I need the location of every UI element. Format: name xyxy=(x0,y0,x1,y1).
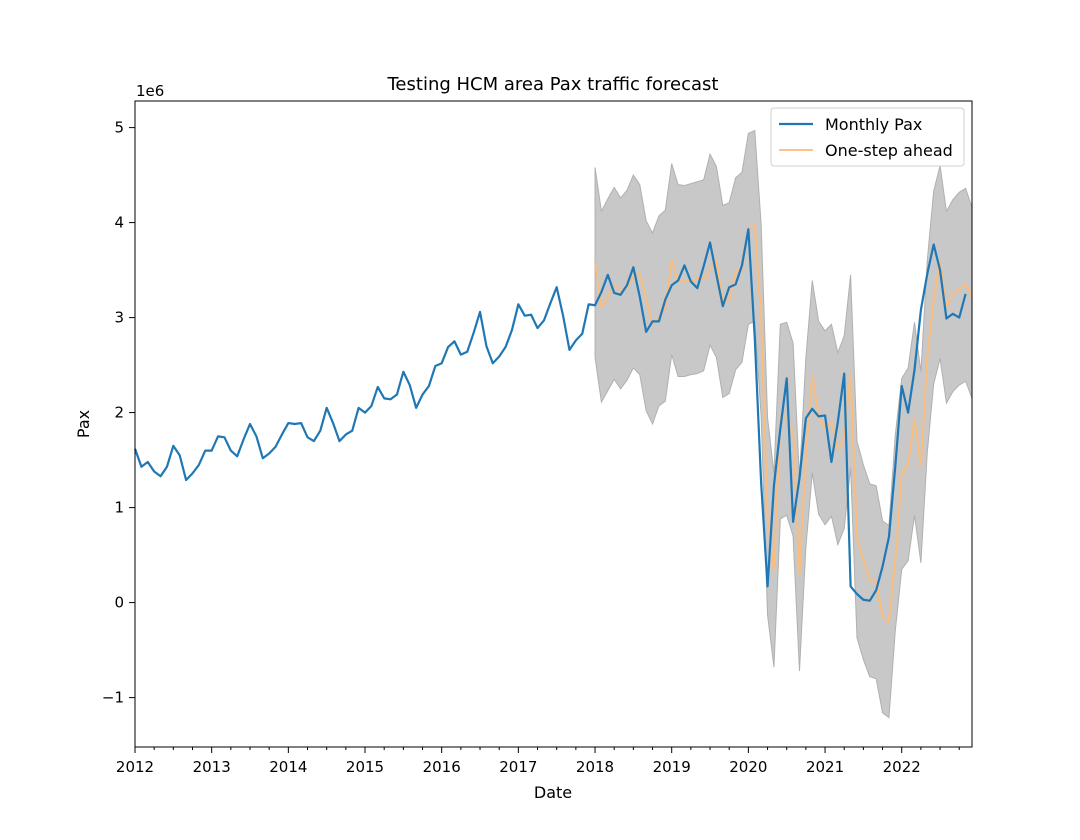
legend: Monthly Pax One-step ahead xyxy=(770,107,965,167)
y-tick-label: 3 xyxy=(114,309,124,327)
series-line-one-step-ahead xyxy=(594,224,973,623)
y-axis-ticks: −1 0 1 2 3 4 5 xyxy=(102,119,135,707)
x-axis-ticks: 2012 2013 2014 2015 2016 2017 2018 2019 2020 2021… xyxy=(116,747,960,776)
y-tick-label: 1 xyxy=(114,499,124,517)
x-tick-label: 2013 xyxy=(193,758,231,776)
y-tick-label: 0 xyxy=(114,594,124,612)
x-tick-label: 2018 xyxy=(576,758,614,776)
series-line-layer xyxy=(133,224,973,623)
x-tick-label: 2021 xyxy=(806,758,844,776)
plot-frame xyxy=(134,100,973,748)
y-tick-label: −1 xyxy=(102,689,124,707)
x-tick-label: 2020 xyxy=(729,758,767,776)
y-tick-label: 4 xyxy=(114,214,124,232)
x-tick-label: 2017 xyxy=(499,758,537,776)
x-tick-label: 2014 xyxy=(269,758,307,776)
y-tick-label: 2 xyxy=(114,404,124,422)
x-tick-label: 2015 xyxy=(346,758,384,776)
series-line-monthly-pax xyxy=(133,228,967,602)
y-axis-scale-label: 1e6 xyxy=(136,82,164,100)
legend-box xyxy=(770,107,965,167)
y-axis-label: Pax xyxy=(74,410,93,438)
x-tick-label: 2016 xyxy=(423,758,461,776)
chart-title: Testing HCM area Pax traffic forecast xyxy=(387,74,719,95)
x-axis-label: Date xyxy=(534,783,572,802)
x-tick-label: 2019 xyxy=(653,758,691,776)
legend-label-one-step-ahead: One-step ahead xyxy=(825,141,953,160)
y-tick-label: 5 xyxy=(114,119,124,137)
legend-label-monthly-pax: Monthly Pax xyxy=(825,115,922,134)
x-tick-label: 2022 xyxy=(883,758,921,776)
x-tick-label: 2012 xyxy=(116,758,154,776)
